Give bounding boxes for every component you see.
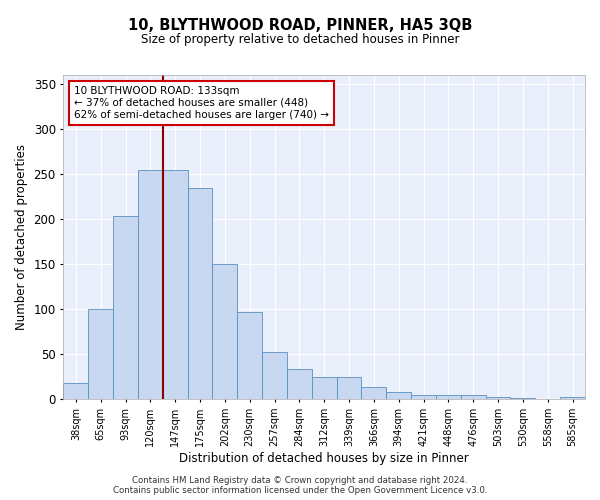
Bar bbox=[436, 395, 461, 400]
Bar bbox=[188, 188, 212, 400]
Bar bbox=[163, 170, 188, 400]
Bar bbox=[138, 170, 163, 400]
X-axis label: Distribution of detached houses by size in Pinner: Distribution of detached houses by size … bbox=[179, 452, 469, 465]
Bar bbox=[461, 395, 485, 400]
Bar bbox=[64, 383, 88, 400]
Bar bbox=[212, 264, 237, 400]
Bar bbox=[237, 312, 262, 400]
Bar bbox=[88, 309, 113, 400]
Bar bbox=[485, 396, 511, 400]
Text: 10, BLYTHWOOD ROAD, PINNER, HA5 3QB: 10, BLYTHWOOD ROAD, PINNER, HA5 3QB bbox=[128, 18, 472, 32]
Y-axis label: Number of detached properties: Number of detached properties bbox=[15, 144, 28, 330]
Bar bbox=[411, 395, 436, 400]
Bar bbox=[287, 368, 312, 400]
Bar bbox=[511, 398, 535, 400]
Text: Size of property relative to detached houses in Pinner: Size of property relative to detached ho… bbox=[141, 32, 459, 46]
Bar bbox=[113, 216, 138, 400]
Bar bbox=[262, 352, 287, 400]
Text: Contains HM Land Registry data © Crown copyright and database right 2024.
Contai: Contains HM Land Registry data © Crown c… bbox=[113, 476, 487, 495]
Bar bbox=[386, 392, 411, 400]
Bar bbox=[337, 377, 361, 400]
Bar bbox=[361, 386, 386, 400]
Text: 10 BLYTHWOOD ROAD: 133sqm
← 37% of detached houses are smaller (448)
62% of semi: 10 BLYTHWOOD ROAD: 133sqm ← 37% of detac… bbox=[74, 86, 329, 120]
Bar bbox=[560, 396, 585, 400]
Bar bbox=[312, 377, 337, 400]
